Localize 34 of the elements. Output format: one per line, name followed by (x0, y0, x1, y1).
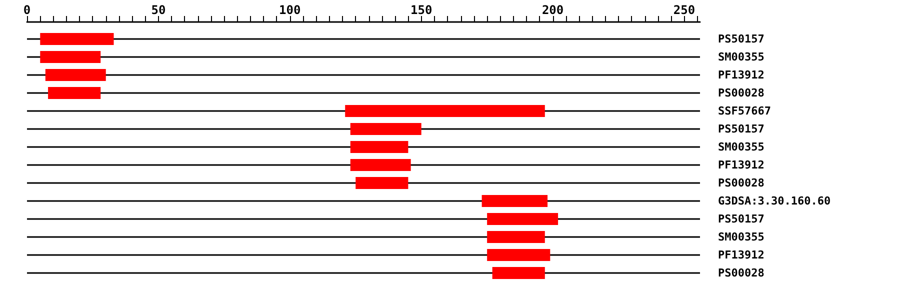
x-tick-label: 150 (410, 3, 432, 17)
bar (356, 177, 408, 189)
y-tick-label: SM00355 (718, 140, 764, 154)
y-tick-label: SM00355 (718, 230, 764, 244)
y-tick-label: SM00355 (718, 50, 764, 64)
y-tick-label: PS00028 (718, 86, 764, 100)
y-tick-label: PS50157 (718, 32, 764, 46)
y-tick-label: PS00028 (718, 266, 764, 280)
bar (40, 33, 114, 45)
y-tick-label: PS50157 (718, 212, 764, 226)
bar (40, 51, 101, 63)
y-tick-label: SSF57667 (718, 104, 771, 118)
y-tick-label: G3DSA:3.30.160.60 (718, 194, 831, 208)
bar (492, 267, 545, 279)
bar (350, 141, 408, 153)
bar (345, 105, 545, 117)
bar (350, 159, 411, 171)
y-tick-label: PS00028 (718, 176, 764, 190)
y-tick-label: PF13912 (718, 158, 764, 172)
bar (487, 213, 558, 225)
bar (45, 69, 106, 81)
x-tick-label: 0 (23, 3, 31, 17)
x-tick-label: 100 (279, 3, 301, 17)
y-tick-label: PF13912 (718, 248, 764, 262)
x-tick-label: 250 (673, 3, 696, 17)
bar (48, 87, 101, 99)
x-tick-label: 50 (151, 3, 166, 17)
y-tick-label: PF13912 (718, 68, 764, 82)
bar (487, 231, 545, 243)
y-tick-label: PS50157 (718, 122, 764, 136)
bar (487, 249, 550, 261)
x-tick-label: 200 (542, 3, 564, 17)
bar (350, 123, 422, 135)
bar (482, 195, 548, 207)
